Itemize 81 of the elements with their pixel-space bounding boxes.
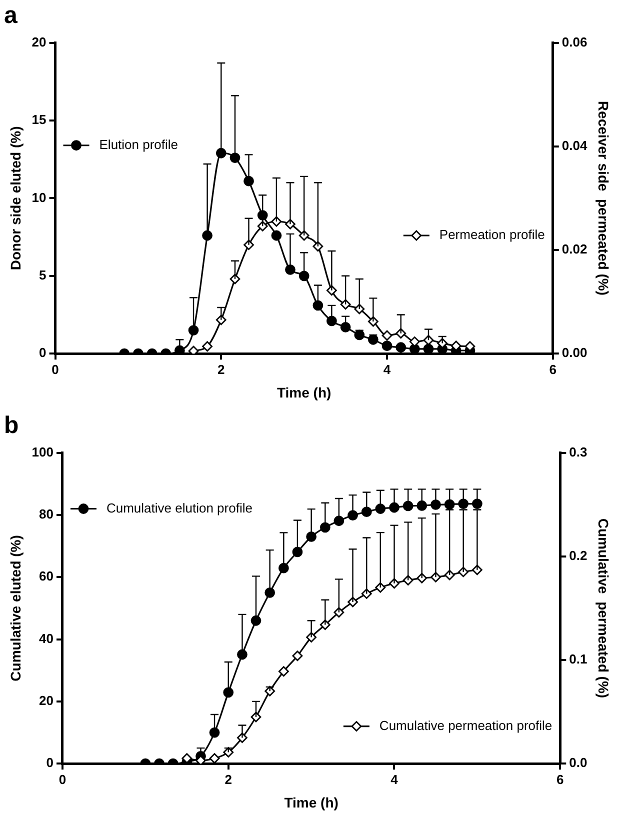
y-axis-title: Donor side eluted (%) [7, 126, 24, 270]
y-tick-label: 40 [39, 630, 54, 646]
point [444, 499, 455, 510]
point [292, 650, 303, 662]
point [368, 334, 378, 345]
y2-axis-title: Cumulative permeated (%) [596, 518, 612, 698]
point [223, 687, 234, 698]
legend-label: Permeation profile [439, 227, 545, 242]
point [382, 340, 392, 352]
point [472, 498, 482, 509]
point [209, 727, 220, 738]
point [285, 264, 296, 275]
y2-tick-label: 0.00 [562, 345, 588, 360]
x-tick-label: 4 [383, 362, 392, 377]
y-tick-label: 60 [39, 568, 54, 584]
point [416, 500, 428, 511]
point [298, 270, 310, 282]
point [361, 506, 372, 518]
point [174, 345, 185, 354]
y-tick-label: 5 [39, 267, 46, 282]
point [423, 344, 434, 354]
y-tick-label: 0 [39, 345, 46, 360]
point [409, 336, 420, 347]
point [396, 342, 406, 353]
point [216, 148, 226, 158]
point [188, 325, 199, 336]
x-axis-title: Time (h) [276, 384, 332, 400]
legend-label: Cumulative elution profile [106, 500, 252, 516]
y-tick-label: 10 [32, 190, 46, 205]
point [188, 346, 199, 354]
y-axis-title: Cumulative eluted (%) [7, 535, 24, 682]
chart-title: a [4, 2, 18, 30]
y2-tick-label: 0.06 [562, 34, 588, 50]
point [334, 516, 344, 526]
x-tick-label: 4 [390, 772, 399, 787]
point [389, 502, 400, 513]
x-tick-label: 6 [549, 362, 557, 377]
point [202, 341, 212, 352]
point [340, 322, 351, 332]
x-tick-label: 6 [556, 772, 564, 787]
point [382, 330, 392, 341]
point [237, 649, 248, 660]
y2-tick-label: 0.2 [569, 548, 588, 563]
legend-label: Cumulative permeation profile [379, 718, 552, 733]
y2-axis-title: Receiver side permeated (%) [596, 100, 612, 296]
y2-tick-label: 0.02 [562, 242, 588, 257]
y-tick-label: 20 [32, 34, 46, 50]
point [320, 522, 330, 533]
x-tick-label: 2 [224, 772, 232, 787]
point [278, 666, 289, 677]
point [375, 504, 386, 514]
y2-tick-label: 0.3 [569, 444, 588, 460]
point [312, 300, 324, 311]
point [326, 316, 337, 326]
point [354, 330, 365, 340]
point [244, 176, 254, 186]
y-tick-label: 20 [39, 693, 54, 708]
point [202, 230, 212, 241]
y-tick-label: 0 [46, 755, 54, 770]
chart-title: b [4, 412, 19, 440]
x-tick-label: 0 [58, 772, 66, 787]
y2-tick-label: 0.0 [569, 755, 588, 770]
x-tick-label: 2 [218, 362, 225, 377]
y-tick-label: 80 [39, 506, 54, 522]
y-tick-label: 100 [32, 444, 54, 460]
point [278, 562, 289, 574]
y2-tick-label: 0.1 [569, 652, 588, 667]
point [402, 500, 414, 512]
point [292, 546, 303, 558]
y2-tick-label: 0.04 [562, 138, 588, 153]
point [250, 615, 262, 626]
point [306, 532, 317, 542]
point [209, 753, 220, 764]
point [430, 500, 441, 510]
x-axis-title: Time (h) [284, 794, 338, 810]
legend-label: Elution profile [99, 136, 178, 152]
y-tick-label: 15 [32, 112, 46, 128]
point [264, 587, 276, 598]
point [458, 498, 469, 509]
point [230, 152, 240, 163]
point [271, 230, 282, 241]
